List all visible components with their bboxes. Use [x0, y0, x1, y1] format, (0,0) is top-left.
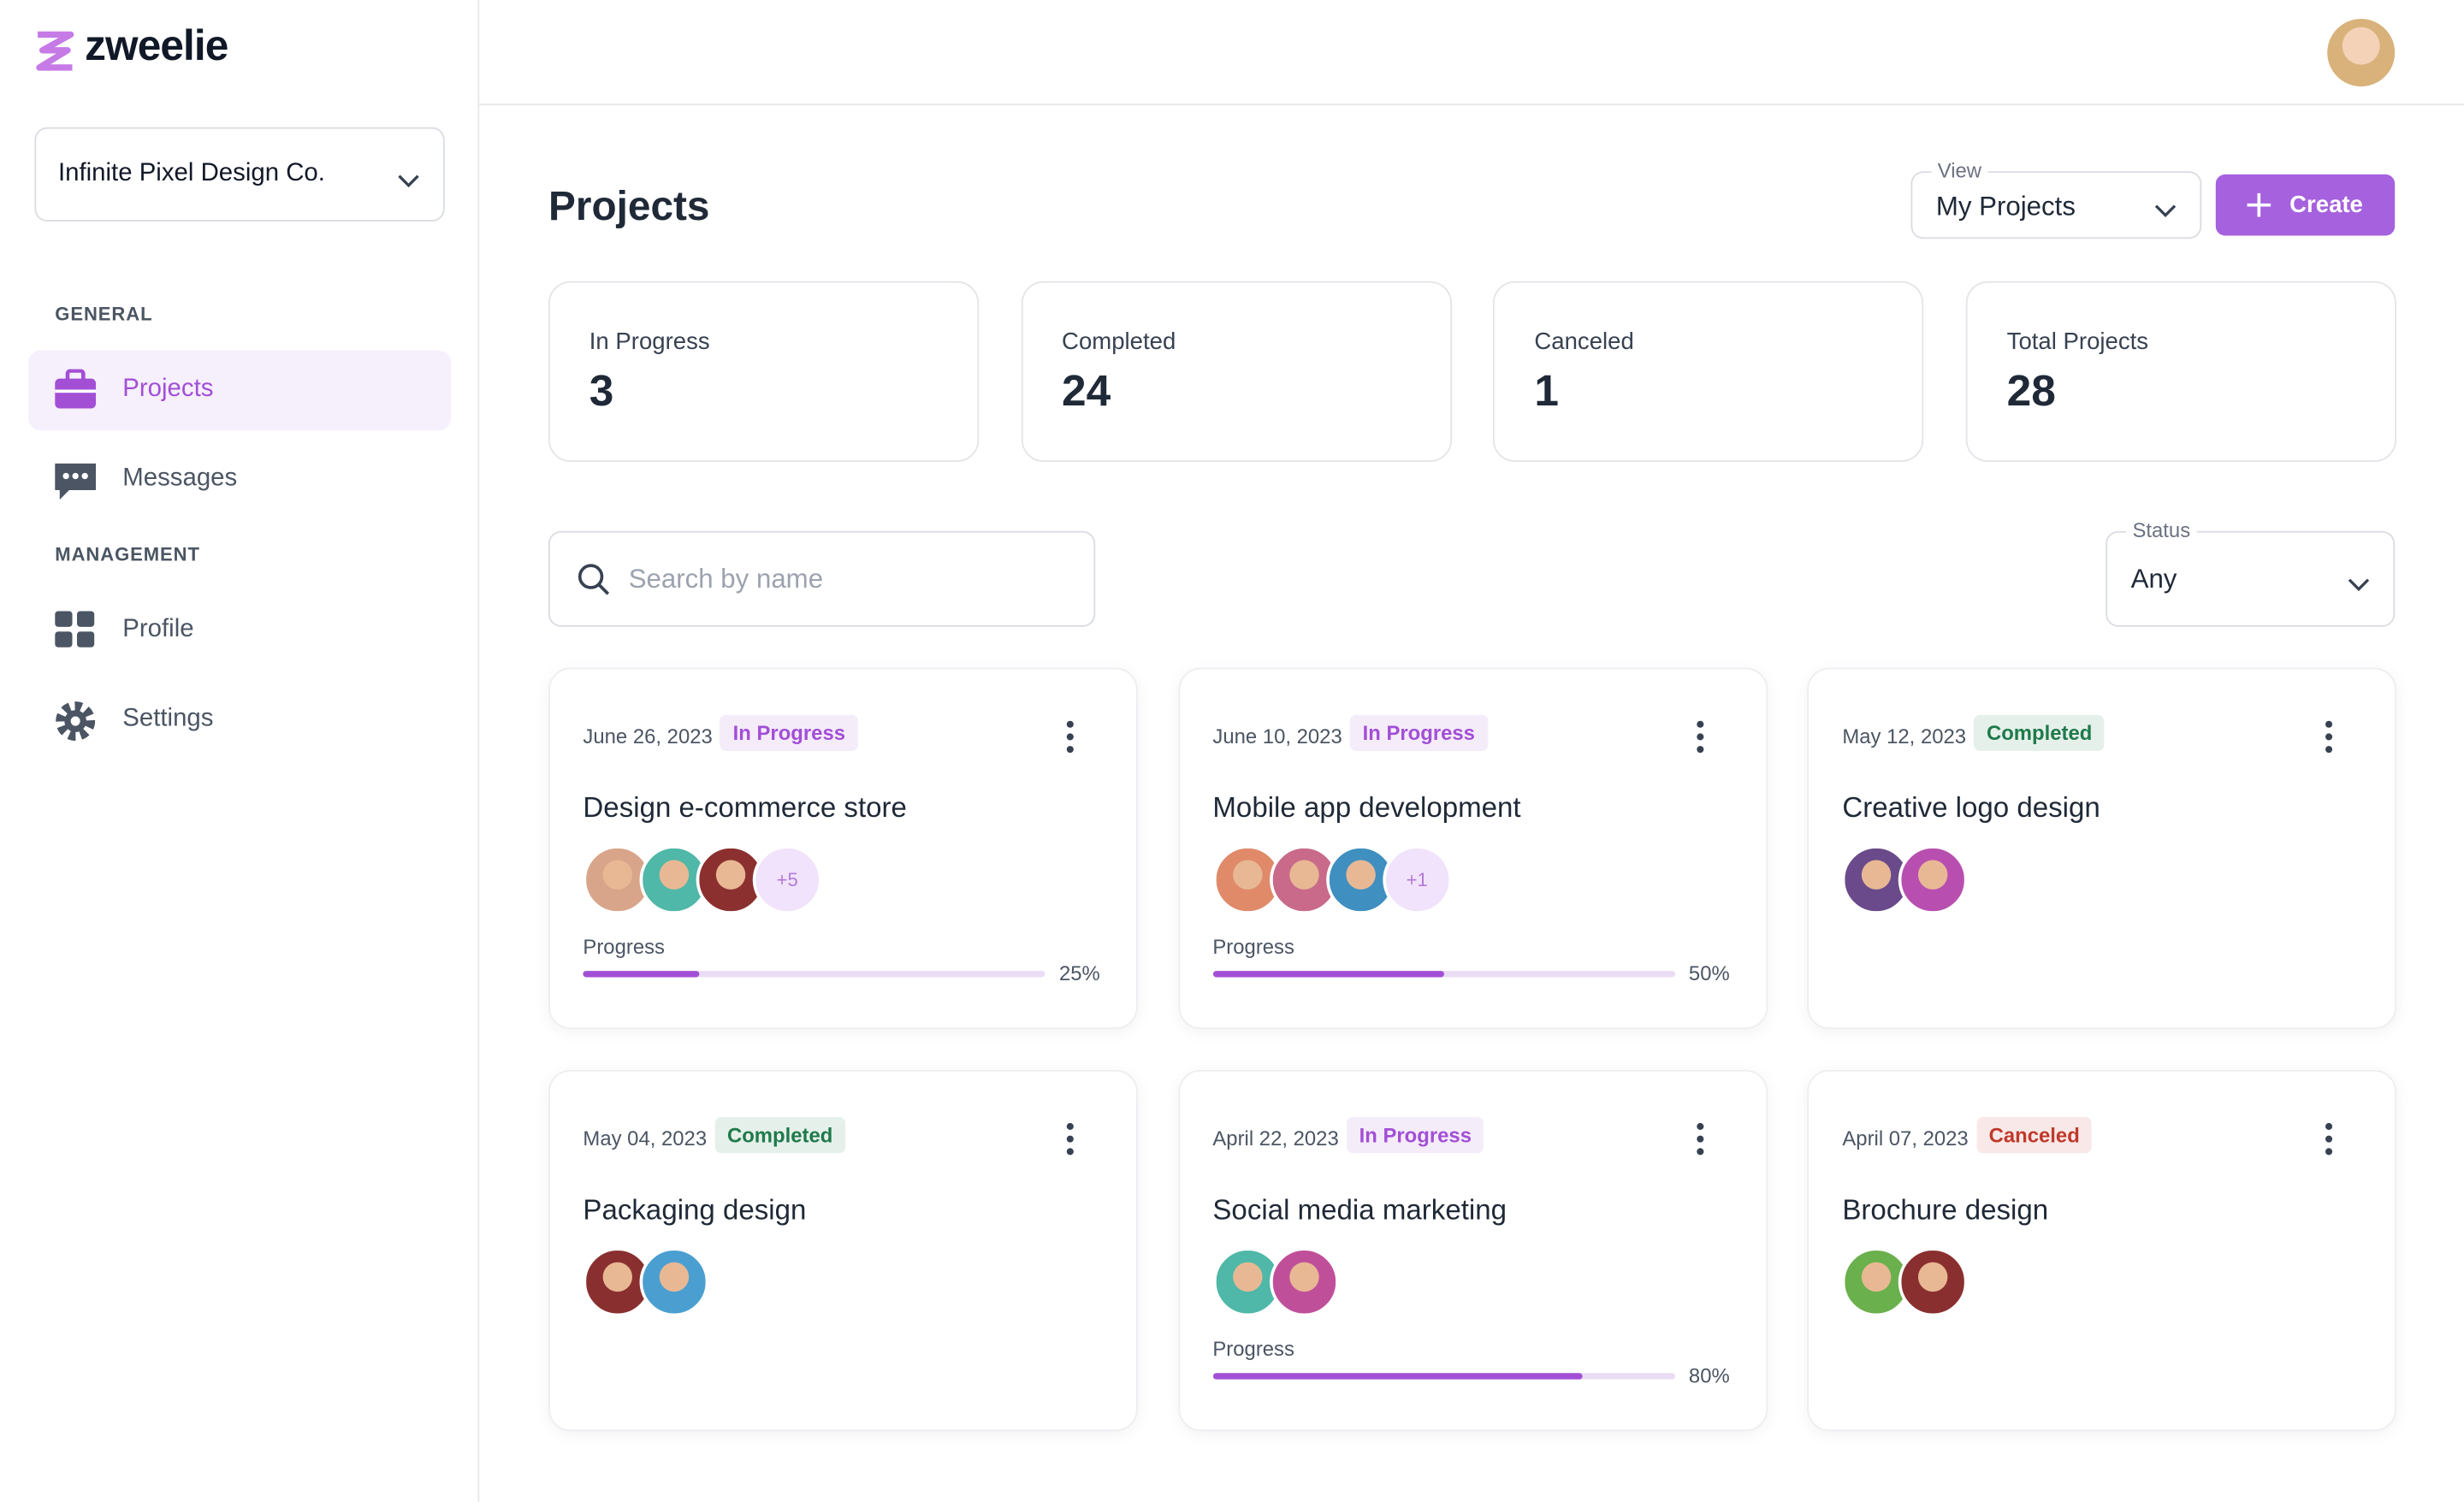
nav-label: Profile — [122, 616, 194, 643]
project-title: Creative logo design — [1842, 791, 2100, 824]
progress-track — [1212, 1373, 1675, 1380]
nav-label: Messages — [122, 464, 238, 492]
project-date: June 10, 2023 — [1212, 724, 1342, 748]
project-date: June 26, 2023 — [583, 724, 713, 748]
stat-card: Canceled 1 — [1493, 281, 1924, 463]
user-avatar[interactable] — [2327, 19, 2396, 87]
search-input[interactable]: Search by name — [548, 530, 1096, 627]
create-button[interactable]: Create — [2215, 174, 2396, 236]
project-card[interactable]: June 10, 2023 In Progress Mobile app devel… — [1177, 667, 1768, 1030]
nav-item[interactable]: Messages — [28, 440, 451, 520]
more-menu[interactable] — [1057, 1121, 1082, 1156]
member-avatar — [1898, 1247, 1969, 1317]
nav-icon — [53, 610, 97, 653]
nav-icon — [53, 699, 97, 742]
project-card[interactable]: June 26, 2023 In Progress Design e-commerc… — [548, 667, 1138, 1030]
page-title: Projects — [548, 182, 710, 230]
progress-track — [1212, 971, 1675, 978]
project-date: April 07, 2023 — [1842, 1126, 1969, 1150]
member-avatar — [583, 845, 653, 914]
member-avatar — [1898, 845, 1969, 914]
organization-name: Infinite Pixel Design Co. — [57, 160, 325, 187]
logo-icon — [33, 28, 77, 72]
search-icon — [577, 563, 611, 597]
progress-value: 80% — [1688, 1363, 1730, 1387]
status-badge: Canceled — [1975, 1116, 2093, 1154]
organization-select[interactable]: Infinite Pixel Design Co. — [34, 127, 445, 222]
stat-value: 1 — [1534, 365, 1559, 415]
nav-item[interactable]: Profile — [28, 591, 451, 671]
status-value: Any — [2130, 564, 2177, 594]
more-menu[interactable] — [1687, 719, 1712, 754]
stat-value: 28 — [2006, 365, 2056, 415]
more-menu[interactable] — [2317, 1121, 2342, 1156]
topbar — [479, 0, 2464, 106]
project-title: Mobile app development — [1212, 791, 1521, 824]
status-filter[interactable]: Status Any — [2106, 518, 2396, 627]
status-badge: In Progress — [1346, 1116, 1484, 1154]
nav-label: Projects — [122, 375, 214, 403]
project-title: Packaging design — [583, 1193, 807, 1226]
stat-label: In Progress — [589, 328, 710, 356]
more-menu[interactable] — [2317, 719, 2342, 754]
project-date: May 12, 2023 — [1842, 724, 1967, 748]
status-badge: In Progress — [1349, 714, 1488, 751]
stat-card: Total Projects 28 — [1965, 281, 2397, 463]
member-avatar — [1269, 1247, 1339, 1317]
chevron-icon — [396, 169, 421, 188]
nav-section-heading: GENERAL — [55, 303, 153, 326]
nav-icon — [53, 369, 97, 413]
nav-item[interactable]: Projects — [28, 350, 452, 431]
nav-section-heading: MANAGEMENT — [55, 543, 200, 566]
progress-fill — [1212, 971, 1444, 978]
view-label: View — [1931, 158, 1988, 183]
more-menu[interactable] — [1057, 719, 1082, 754]
project-title: Design e-commerce store — [583, 791, 907, 824]
status-badge: In Progress — [720, 714, 858, 751]
brand-name: zweelie — [85, 21, 228, 69]
project-card[interactable]: May 12, 2023 Completed Creative logo desig… — [1807, 667, 2397, 1030]
progress-track — [583, 971, 1045, 978]
status-badge: Completed — [1974, 714, 2106, 751]
stat-value: 3 — [589, 365, 614, 415]
view-select[interactable]: View My Projects — [1910, 158, 2202, 239]
project-date: May 04, 2023 — [583, 1126, 708, 1150]
create-label: Create — [2289, 192, 2363, 219]
progress-value: 50% — [1688, 961, 1730, 985]
progress-label: Progress — [1212, 1337, 1294, 1361]
progress-fill — [1212, 1373, 1583, 1380]
progress-label: Progress — [1212, 934, 1294, 959]
view-value: My Projects — [1935, 192, 2076, 222]
nav-label: Settings — [122, 705, 214, 732]
stat-label: Completed — [1062, 328, 1176, 356]
plus-icon — [2246, 192, 2272, 218]
status-label: Status — [2126, 518, 2197, 542]
progress-label: Progress — [583, 934, 665, 959]
search-placeholder: Search by name — [628, 564, 824, 594]
stat-label: Canceled — [1534, 328, 1634, 356]
stat-card: In Progress 3 — [548, 281, 980, 463]
project-title: Social media marketing — [1212, 1193, 1507, 1226]
project-card[interactable]: May 04, 2023 Completed Packaging design — [548, 1069, 1138, 1432]
project-title: Brochure design — [1842, 1193, 2049, 1226]
chevron-icon — [2346, 572, 2371, 592]
progress-fill — [583, 971, 699, 978]
stat-label: Total Projects — [2006, 328, 2149, 356]
chevron-icon — [2153, 198, 2177, 217]
progress-value: 25% — [1058, 961, 1100, 985]
project-card[interactable]: April 22, 2023 In Progress Social media ma… — [1177, 1069, 1768, 1432]
project-card[interactable]: April 07, 2023 Canceled Brochure design — [1807, 1069, 2397, 1432]
nav-item[interactable]: Settings — [28, 680, 451, 760]
project-date: April 22, 2023 — [1212, 1126, 1339, 1150]
extra-members: +5 — [752, 845, 822, 914]
member-avatar — [639, 1247, 709, 1317]
nav-icon — [53, 458, 97, 502]
sidebar — [0, 0, 480, 1502]
status-badge: Completed — [714, 1116, 846, 1154]
more-menu[interactable] — [1687, 1121, 1712, 1156]
stat-value: 24 — [1062, 365, 1111, 415]
stat-card: Completed 24 — [1021, 281, 1452, 463]
extra-members: +1 — [1382, 845, 1452, 914]
